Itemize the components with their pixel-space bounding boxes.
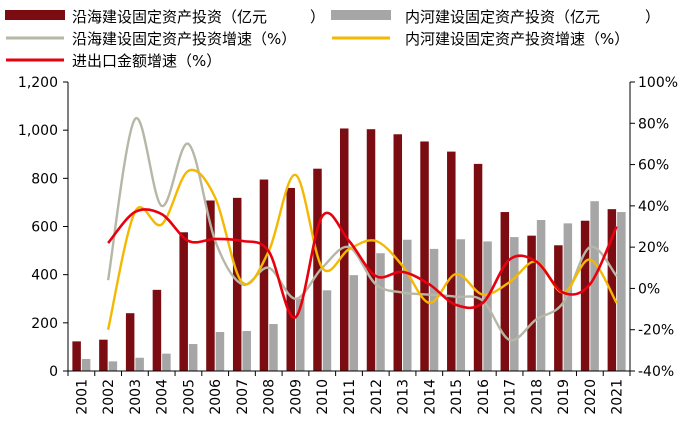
x-tick-label: 2021 [610,379,626,415]
right-tick-label: 0% [638,281,660,297]
legend-label-coastal-investment: 沿海建设固定资产投资（亿元 [72,8,267,26]
legend-close-paren-inland-investment: ） [645,8,660,26]
x-tick-label: 2001 [74,379,90,415]
x-tick-label: 2016 [476,379,492,415]
x-tick-label: 2002 [101,379,117,415]
bar-inland-investment [510,237,519,371]
x-tick-label: 2015 [449,379,465,415]
bar-coastal-investment [366,129,376,371]
left-tick-label: 800 [31,171,58,187]
bar-coastal-investment [500,212,510,371]
bar-coastal-investment [99,339,108,371]
bar-inland-investment [135,357,144,371]
bar-inland-investment [376,253,385,371]
bar-inland-investment [269,324,278,371]
bar-coastal-investment [340,128,349,371]
line-coastal-growth [106,117,618,342]
bar-inland-investment [403,239,412,371]
x-tick-label: 2018 [529,379,545,415]
bar-coastal-investment [527,235,536,371]
legend-swatch-coastal-investment [5,10,65,20]
bar-coastal-investment [393,134,403,371]
bar-inland-investment [349,275,358,371]
bar-coastal-investment [125,313,135,371]
left-tick-label: 400 [31,268,58,284]
x-tick-label: 2006 [208,379,224,415]
legend-swatch-inland-investment [331,10,391,20]
x-tick-label: 2020 [583,379,599,415]
right-tick-label: -40% [638,364,674,380]
bar-coastal-investment [473,163,483,371]
bar-coastal-investment [206,200,215,371]
x-tick-label: 2004 [155,379,171,415]
left-axis: 0 200 400 600 800 1,000 1,200 [18,75,69,380]
legend-label-inland-growth: 内河建设固定资产投资增速（%） [405,30,629,48]
right-tick-label: 60% [638,158,669,174]
bar-coastal-investment [313,168,322,371]
line-inland-growth [106,168,618,330]
bar-coastal-investment [580,220,590,371]
bar-coastal-investment [259,179,269,371]
bar-inland-investment [322,290,332,371]
x-tick-label: 2017 [503,379,519,415]
legend-label-inland-investment: 内河建设固定资产投资（亿元 [405,8,600,26]
right-tick-label: 40% [638,199,669,215]
legend-close-paren-coastal-investment: ） [310,8,325,26]
x-tick-label: 2010 [315,379,331,415]
left-tick-label: 1,200 [18,75,58,91]
x-axis: 2001 2002 2003 2004 2005 2006 2007 2008 2009 2010… [67,370,631,415]
legend-label-coastal-growth: 沿海建设固定资产投资增速（%） [72,30,296,48]
left-tick-label: 0 [49,364,58,380]
bar-coastal-investment [152,289,162,371]
legend-label-trade-growth: 进出口金额增速（%） [72,52,221,70]
x-tick-label: 2011 [342,379,358,415]
left-tick-label: 600 [31,220,58,236]
x-tick-label: 2019 [556,379,572,415]
right-tick-label: 20% [638,240,669,256]
x-tick-label: 2014 [422,379,438,415]
bar-coastal-investment [607,209,617,371]
bar-coastal-investment [72,341,81,371]
left-tick-label: 1,000 [18,123,58,139]
x-tick-label: 2013 [396,379,412,415]
bar-inland-investment [188,344,198,371]
x-tick-label: 2003 [128,379,144,415]
bar-inland-investment [81,358,91,371]
bar-inland-investment [295,298,305,371]
right-axis: -40% -20% 0% 20% 40% 60% 80% 100% [629,75,678,380]
bar-inland-investment [536,219,546,371]
legend: 沿海建设固定资产投资（亿元 ） 内河建设固定资产投资（亿元 ） 沿海建设固定资产… [5,8,660,70]
line-trade-growth [107,207,618,319]
x-tick-label: 2008 [262,379,278,415]
left-tick-label: 200 [31,316,58,332]
bar-coastal-investment [232,197,242,371]
x-tick-label: 2009 [289,379,305,415]
x-tick-label: 2012 [369,379,385,415]
bar-inland-investment [162,353,171,371]
bar-coastal-investment [420,141,429,371]
x-tick-label: 2007 [235,379,251,415]
bar-inland-investment [108,361,118,371]
lines [106,117,618,342]
bar-coastal-investment [447,151,456,371]
right-tick-label: 80% [638,116,669,132]
bar-inland-investment [242,331,251,371]
bar-inland-investment [563,223,573,371]
x-tick-label: 2005 [181,379,197,415]
bar-inland-investment [590,201,599,371]
right-tick-label: -20% [638,323,674,339]
right-tick-label: 100% [638,75,678,91]
bar-coastal-investment [286,187,295,371]
bar-coastal-investment [179,232,188,371]
bar-inland-investment [429,248,439,371]
bar-inland-investment [215,331,225,371]
bar-inland-investment [617,212,626,371]
